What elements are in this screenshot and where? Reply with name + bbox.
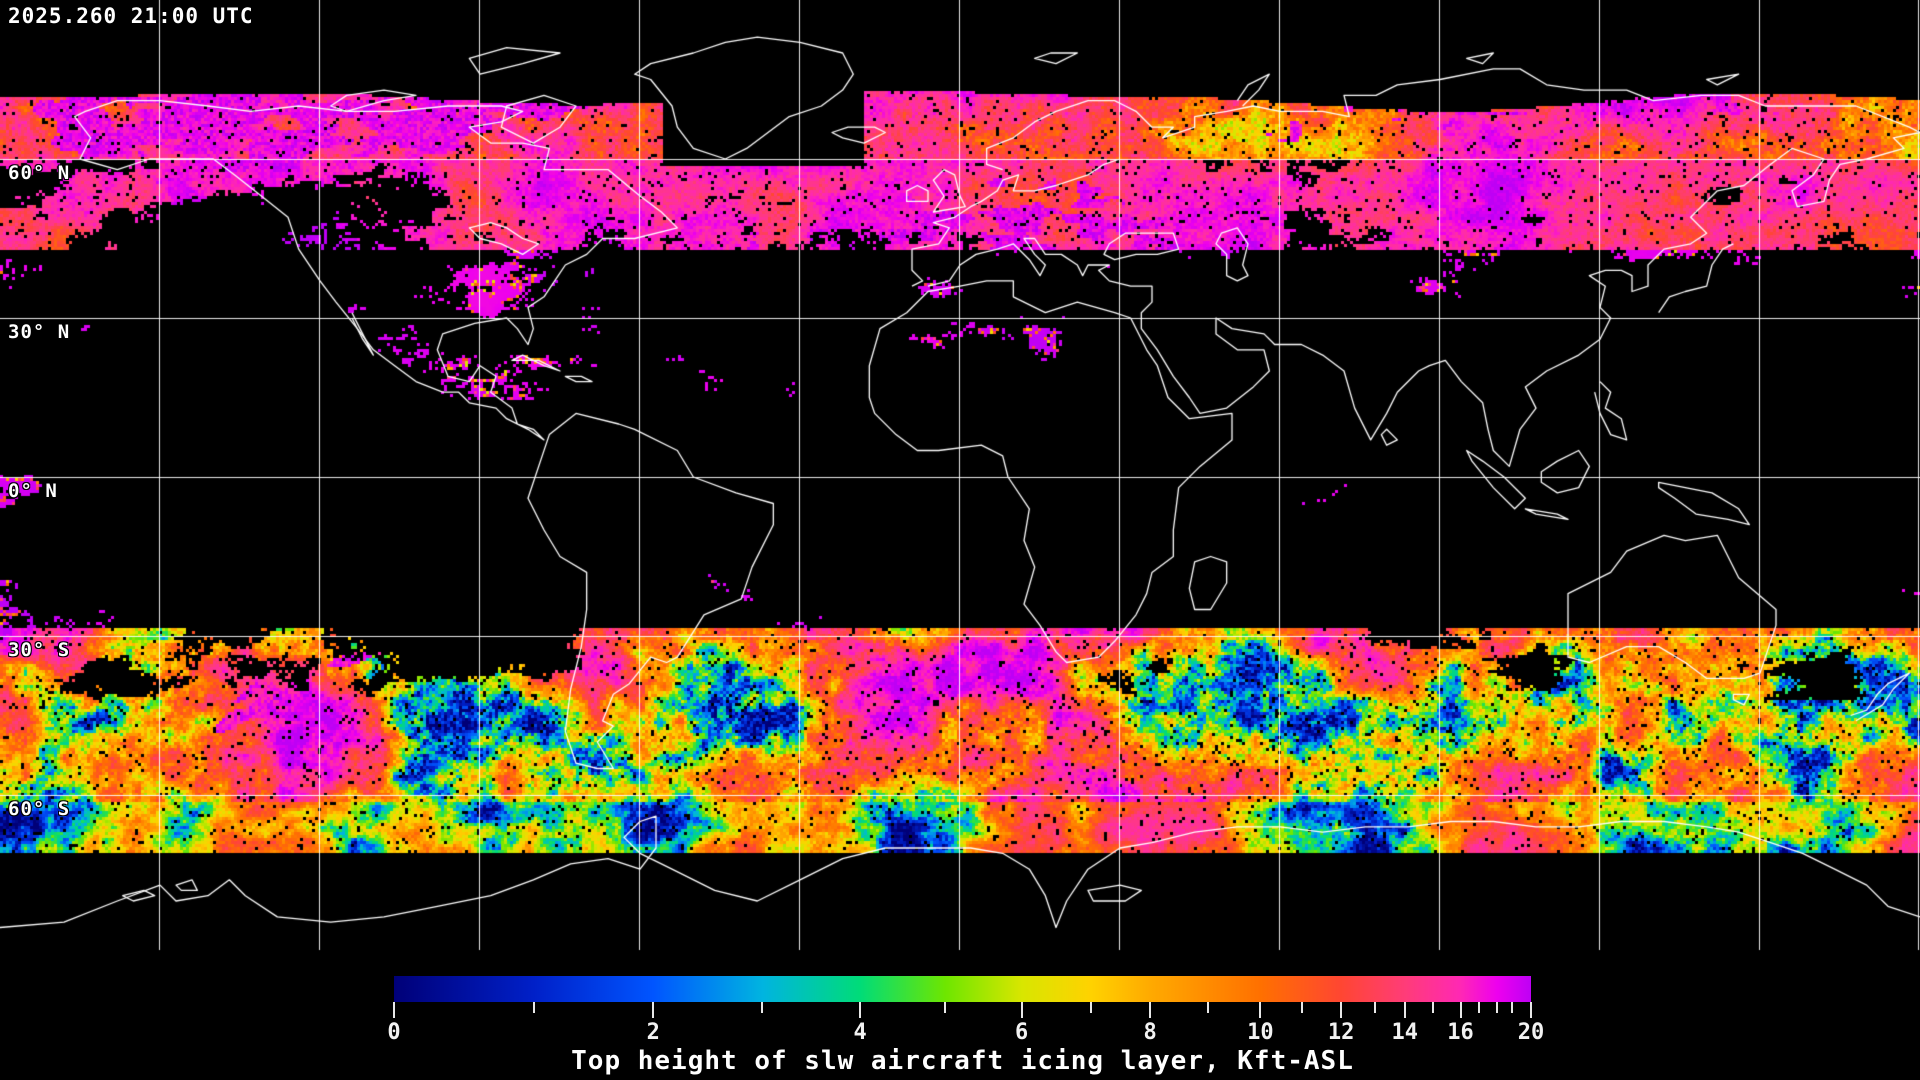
colorbar-gradient — [394, 976, 1531, 1002]
colorbar-tick — [532, 1002, 535, 1013]
colorbar-tick — [1259, 1002, 1262, 1018]
colorbar-tick-label: 8 — [1143, 1020, 1157, 1045]
colorbar-tick-label: 16 — [1447, 1020, 1474, 1045]
colorbar-tick-label: 6 — [1014, 1020, 1029, 1045]
colorbar-tick-label: 0 — [387, 1020, 401, 1045]
latitude-label: 0° N — [8, 480, 58, 502]
colorbar-tick — [1530, 1002, 1532, 1018]
colorbar-tick — [1477, 1002, 1480, 1013]
world-map: 2025.260 21:00 UTC 60° N 30° N 0° N 30° S 60… — [0, 0, 1920, 954]
colorbar-tick — [1340, 1002, 1343, 1018]
colorbar-tick — [761, 1002, 764, 1013]
colorbar-tick — [944, 1002, 947, 1013]
timestamp-label: 2025.260 21:00 UTC — [8, 4, 254, 28]
colorbar-tick-label: 4 — [853, 1020, 867, 1045]
colorbar-tick — [1510, 1002, 1513, 1013]
colorbar-tick — [1149, 1002, 1152, 1018]
latitude-label: 60° S — [8, 798, 71, 820]
colorbar-tick — [652, 1002, 655, 1018]
colorbar-tick-label: 2 — [646, 1020, 660, 1045]
colorbar-tick — [1089, 1002, 1092, 1013]
colorbar: 0 2 4 6 8 10 12 14 16 20 Top height of slw aircra… — [0, 954, 1920, 1080]
colorbar-tick-label: 10 — [1247, 1020, 1274, 1045]
colorbar-tick — [1459, 1002, 1462, 1018]
colorbar-tick — [1374, 1002, 1377, 1013]
colorbar-tick — [1495, 1002, 1498, 1013]
colorbar-tick — [1301, 1002, 1304, 1013]
colorbar-title: Top height of slw aircraft icing layer, … — [571, 1046, 1354, 1076]
colorbar-tick-label: 14 — [1391, 1020, 1419, 1045]
colorbar-tick-label: 20 — [1517, 1020, 1545, 1045]
colorbar-tick — [1432, 1002, 1435, 1013]
colorbar-tick — [1207, 1002, 1210, 1013]
colorbar-tick — [1020, 1002, 1023, 1018]
colorbar-tick — [859, 1002, 862, 1018]
latitude-label: 60° N — [8, 162, 71, 184]
world-map-canvas — [0, 0, 1920, 954]
latitude-label: 30° N — [8, 321, 71, 343]
colorbar-tick — [393, 1002, 395, 1018]
colorbar-tick — [1403, 1002, 1406, 1018]
colorbar-tick-label: 12 — [1327, 1020, 1355, 1045]
latitude-label: 30° S — [8, 639, 71, 661]
